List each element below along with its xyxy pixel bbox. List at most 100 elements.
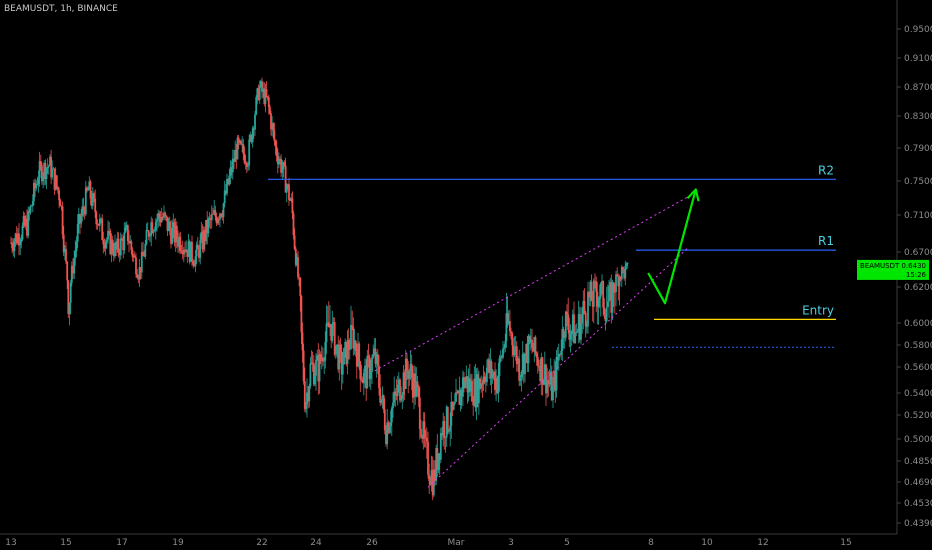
candle-body xyxy=(93,193,95,199)
candle-body xyxy=(309,363,312,386)
candle-body xyxy=(373,348,376,355)
candle-body xyxy=(471,380,473,402)
candle-body xyxy=(367,355,370,358)
candle-body xyxy=(261,81,263,92)
candle-body xyxy=(336,344,338,346)
candle-body xyxy=(507,321,510,324)
candle-body xyxy=(378,365,380,389)
candle-body xyxy=(42,175,44,182)
candle-body xyxy=(410,364,413,378)
candle-body xyxy=(301,332,304,351)
candle-body xyxy=(483,376,486,381)
price-tag-value: 0.6430 xyxy=(902,262,927,270)
x-tick-label: 8 xyxy=(648,538,654,548)
candle-body xyxy=(241,144,244,145)
candle-body xyxy=(121,238,123,240)
candle-body xyxy=(193,264,196,267)
candle-body xyxy=(234,150,237,162)
candle-body xyxy=(392,402,394,409)
r1-level-label: R1 xyxy=(818,234,834,248)
candle-body xyxy=(581,314,584,324)
candle-body xyxy=(269,107,271,114)
candle-body xyxy=(250,135,253,142)
candle-body xyxy=(325,323,328,342)
candle-body xyxy=(158,213,161,218)
candle-body xyxy=(144,244,147,257)
candle-body xyxy=(247,165,249,167)
candle-body xyxy=(450,401,453,426)
candle-body xyxy=(619,276,622,280)
candle-body xyxy=(556,357,559,361)
candle-body xyxy=(620,267,623,280)
candle-body xyxy=(422,421,425,439)
candle-body xyxy=(580,323,582,340)
candle-body xyxy=(611,282,614,313)
candle-body xyxy=(182,249,185,255)
candle-body xyxy=(262,88,264,92)
candle-body xyxy=(49,156,51,166)
candle-body xyxy=(287,184,289,187)
x-axis: 13 15 17 19 22 24 26 Mar 3 5 8 10 12 15 xyxy=(0,533,897,548)
candle-body xyxy=(577,314,580,332)
candle-body xyxy=(464,381,467,388)
candle-body xyxy=(606,301,609,308)
candle-body xyxy=(509,321,511,332)
candle-body xyxy=(228,175,231,185)
candle-body xyxy=(195,244,198,257)
candle-body xyxy=(474,378,477,408)
candle-body xyxy=(334,345,337,355)
candle-body xyxy=(33,182,35,202)
candle-body xyxy=(462,377,464,397)
candle-body xyxy=(293,235,296,249)
candle-body xyxy=(150,222,153,236)
candle-body xyxy=(533,337,536,352)
candle-body xyxy=(608,285,610,302)
candle-body xyxy=(484,380,487,383)
candle-body xyxy=(219,213,221,220)
candle-body xyxy=(300,296,303,333)
candle-body xyxy=(603,307,606,315)
candle-body xyxy=(430,470,433,485)
candle-body xyxy=(456,392,458,394)
candle-body xyxy=(480,383,483,389)
candle-body xyxy=(418,397,421,429)
candle-body xyxy=(615,274,617,293)
drawing-overlays: R2 R1 Entry xyxy=(268,163,836,488)
candle-body xyxy=(592,280,595,307)
candle-body xyxy=(23,216,26,227)
candle-body xyxy=(163,212,165,218)
y-tick-label: 0.4390 xyxy=(904,519,932,529)
candle-body xyxy=(597,298,600,307)
x-tick-label: 24 xyxy=(310,538,322,548)
candle-body xyxy=(20,239,23,243)
candle-body xyxy=(345,341,348,365)
candle-body xyxy=(112,252,115,257)
candle-body xyxy=(191,241,193,261)
candle-body xyxy=(91,193,94,206)
candle-body xyxy=(196,244,199,249)
candle-body xyxy=(327,322,330,328)
candle-body xyxy=(610,282,613,313)
candle-body xyxy=(353,340,356,349)
candle-body xyxy=(436,448,439,471)
candle-body xyxy=(94,198,97,212)
candle-body xyxy=(396,384,399,396)
candle-body xyxy=(534,337,537,354)
candle-body xyxy=(185,249,188,252)
candle-body xyxy=(414,373,417,397)
candle-body xyxy=(467,378,470,393)
candle-body xyxy=(346,340,349,364)
candle-body xyxy=(588,291,591,298)
candle-body xyxy=(366,355,369,389)
candle-body xyxy=(74,251,77,259)
x-tick-label: 15 xyxy=(840,538,851,548)
candle-body xyxy=(602,281,605,308)
candle-body xyxy=(375,354,378,364)
candle-body xyxy=(571,314,574,331)
